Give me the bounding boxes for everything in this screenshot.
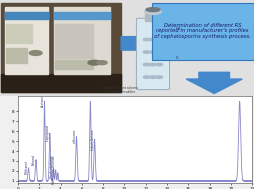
Bar	[53, 12, 109, 19]
Ellipse shape	[144, 9, 161, 15]
Bar	[55, 60, 93, 69]
Text: Methylene chloride: Methylene chloride	[52, 155, 55, 184]
Circle shape	[155, 63, 162, 66]
Ellipse shape	[145, 8, 160, 12]
Bar	[5, 12, 48, 19]
Circle shape	[149, 76, 156, 78]
Bar	[55, 24, 93, 58]
FancyBboxPatch shape	[136, 18, 169, 90]
Circle shape	[143, 51, 149, 53]
Circle shape	[143, 38, 149, 41]
Text: Ethanol: Ethanol	[32, 154, 36, 165]
Bar	[6, 48, 27, 63]
Text: Isopropanol: Isopropanol	[46, 124, 50, 141]
Bar	[145, 12, 160, 21]
Circle shape	[143, 63, 149, 66]
Bar	[1, 3, 121, 92]
FancyBboxPatch shape	[151, 3, 253, 60]
Circle shape	[155, 38, 162, 41]
Text: Sample, diluent solvent
and matrix modifier: Sample, diluent solvent and matrix modif…	[102, 86, 137, 94]
Text: Acetone: Acetone	[40, 95, 44, 107]
Text: n-Hexane: n-Hexane	[72, 128, 76, 143]
Text: HS: HS	[175, 27, 181, 31]
Bar	[5, 7, 48, 74]
Text: Tetrahydrofuran: Tetrahydrofuran	[49, 156, 53, 179]
Circle shape	[149, 38, 156, 41]
Bar	[53, 7, 109, 74]
FancyArrow shape	[185, 72, 241, 94]
Text: Determination of different RS
reported in manufacturer’s profiles
of cephalospor: Determination of different RS reported i…	[154, 22, 250, 39]
Bar	[1, 74, 121, 92]
Circle shape	[155, 76, 162, 78]
Circle shape	[29, 51, 42, 55]
Text: S: S	[175, 56, 178, 60]
Circle shape	[149, 51, 156, 53]
Circle shape	[88, 60, 100, 65]
Circle shape	[97, 61, 107, 65]
Circle shape	[155, 51, 162, 53]
Bar	[6, 24, 32, 43]
Circle shape	[143, 76, 149, 78]
Polygon shape	[121, 29, 146, 58]
Text: Methanol: Methanol	[24, 161, 28, 174]
Text: Isobutylketone: Isobutylketone	[90, 128, 94, 149]
Circle shape	[149, 63, 156, 66]
